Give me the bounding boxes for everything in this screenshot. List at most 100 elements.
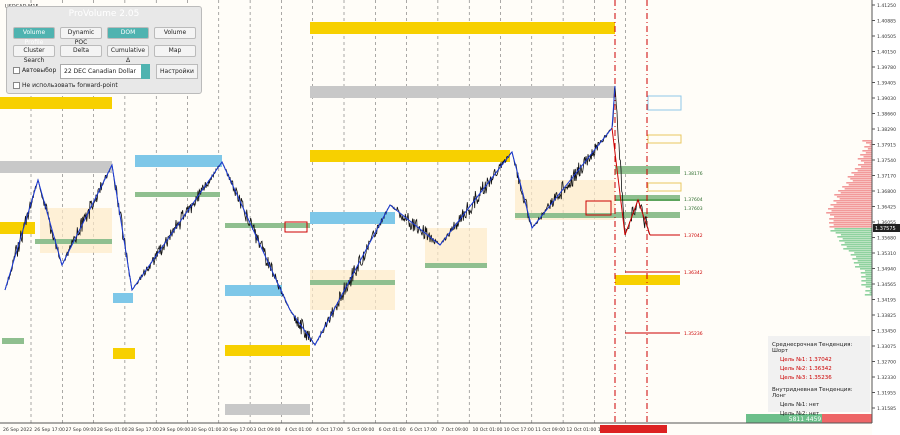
profile-bar — [843, 248, 872, 250]
panel-button[interactable]: Cluster Search — [13, 45, 55, 64]
time-label: 4 Oct 01:00 — [285, 427, 312, 433]
profile-bar — [867, 148, 872, 150]
price-label: 1.40150 — [877, 50, 896, 56]
panel-button[interactable]: Volume — [154, 27, 196, 39]
profile-bar — [854, 174, 872, 176]
price-label: 1.33075 — [877, 344, 896, 350]
profile-bar — [835, 232, 872, 234]
price-label: 1.33450 — [877, 329, 896, 335]
target: Цель №1: нет — [780, 402, 820, 408]
profile-bar — [865, 278, 872, 280]
profile-bar — [833, 200, 872, 202]
panel-title: ProVolume 2.05 — [68, 9, 140, 19]
profile-bar — [864, 162, 872, 164]
profile-bar — [858, 164, 872, 166]
price-label: 1.41250 — [877, 3, 896, 9]
time-label: 30 Sep 17:00 — [222, 427, 253, 433]
intraday-trend: Внутридневная Тенденция: Лонг — [772, 387, 853, 399]
panel-button[interactable]: Map — [154, 45, 196, 57]
panel-button[interactable]: Volume Profile — [13, 27, 55, 46]
profile-bar — [837, 236, 872, 238]
time-label: 7 Oct 09:00 — [441, 427, 468, 433]
profile-bar — [864, 270, 872, 272]
profile-bar — [857, 260, 872, 262]
forward-point-checkbox[interactable]: Не использовать forward-point — [13, 82, 118, 89]
panel-button[interactable]: Dynamic POC — [60, 27, 102, 46]
profile-bar — [856, 256, 872, 258]
profile-bar — [833, 206, 872, 208]
zigzag-current — [611, 127, 651, 236]
profile-bar — [826, 212, 872, 214]
zigzag — [4, 85, 616, 346]
profile-bar — [865, 152, 872, 154]
profile-bar — [865, 286, 872, 288]
profile-bar — [839, 198, 872, 200]
panel-button[interactable]: Cumulative Δ — [107, 45, 149, 64]
profile-bar — [865, 282, 872, 284]
target: Цель №2: 1.36342 — [780, 366, 832, 372]
price-label: 1.33825 — [877, 313, 896, 319]
profile-bar — [830, 204, 872, 206]
price-label: 1.32700 — [877, 360, 896, 366]
profile-bar — [860, 272, 872, 274]
profile-bar — [854, 168, 872, 170]
time-label: 6 Oct 01:00 — [379, 427, 406, 433]
auto-select-checkbox[interactable]: Автовыбор — [13, 67, 56, 74]
price-label: 1.32330 — [877, 375, 896, 381]
profile-bar — [869, 292, 872, 294]
panel-button[interactable]: DOM — [107, 27, 149, 39]
medium-term-trend: Среднесрочная Тенденция: Шорт — [772, 342, 853, 354]
profile-bar — [836, 196, 872, 198]
price-label: 1.36055 — [877, 220, 896, 226]
settings-button[interactable]: Настройки — [156, 64, 198, 79]
provolume-panel: ProVolume 2.05 Volume Profile Dynamic POC… — [6, 6, 202, 94]
volume-bar — [746, 414, 872, 423]
profile-bar — [860, 154, 872, 156]
level-lines — [614, 0, 680, 423]
profile-bar — [848, 184, 872, 186]
time-label: 30 Sep 01:00 — [191, 427, 222, 433]
zones — [0, 22, 682, 415]
profile-bar — [861, 276, 872, 278]
profile-bar — [857, 170, 872, 172]
price-label: 1.39405 — [877, 81, 896, 87]
profile-bar — [833, 220, 872, 222]
trend-box: Среднесрочная Тенденция: Шорт Цель №1: 1… — [768, 336, 870, 417]
profile-bar — [830, 214, 872, 216]
profile-bar — [863, 156, 872, 158]
target: Цель №2: нет — [780, 411, 820, 417]
profile-bar — [846, 182, 872, 184]
price-label: 1.37170 — [877, 174, 896, 180]
target: Цель №1: 1.37042 — [780, 357, 832, 363]
time-label: 5 Oct 09:00 — [347, 427, 374, 433]
profile-bar — [852, 258, 872, 260]
panel-button[interactable]: Delta — [60, 45, 102, 57]
price-axis — [872, 0, 900, 435]
contract-select[interactable]: 22 DEC Canadian Dollar — [60, 64, 149, 79]
price-label: 1.31955 — [877, 391, 896, 397]
profile-bar — [862, 140, 872, 142]
level-label: 1.36342 — [684, 270, 703, 276]
profile-bar — [860, 160, 872, 162]
profile-bar — [866, 142, 872, 144]
profile-bar — [861, 284, 872, 286]
profile-bar — [847, 176, 872, 178]
select-arrow[interactable] — [141, 64, 150, 79]
time-label: 28 Sep 01:00 — [97, 427, 128, 433]
volume-profile — [826, 140, 872, 296]
price-label: 1.40885 — [877, 19, 896, 25]
profile-bar — [858, 264, 872, 266]
current-price: 1.37575 — [875, 226, 896, 232]
profile-bar — [862, 150, 872, 152]
level-label: 1.38176 — [684, 171, 703, 177]
profile-bar — [830, 230, 872, 232]
price-label: 1.36800 — [877, 189, 896, 195]
profile-bar — [860, 166, 872, 168]
profile-bar — [829, 226, 872, 228]
profile-bar — [853, 262, 872, 264]
profile-bar — [860, 268, 872, 270]
time-label: 10 Oct 17:00 — [504, 427, 534, 433]
volume-bar — [822, 414, 872, 423]
current-price-box — [873, 224, 900, 232]
profile-bar — [857, 158, 872, 160]
